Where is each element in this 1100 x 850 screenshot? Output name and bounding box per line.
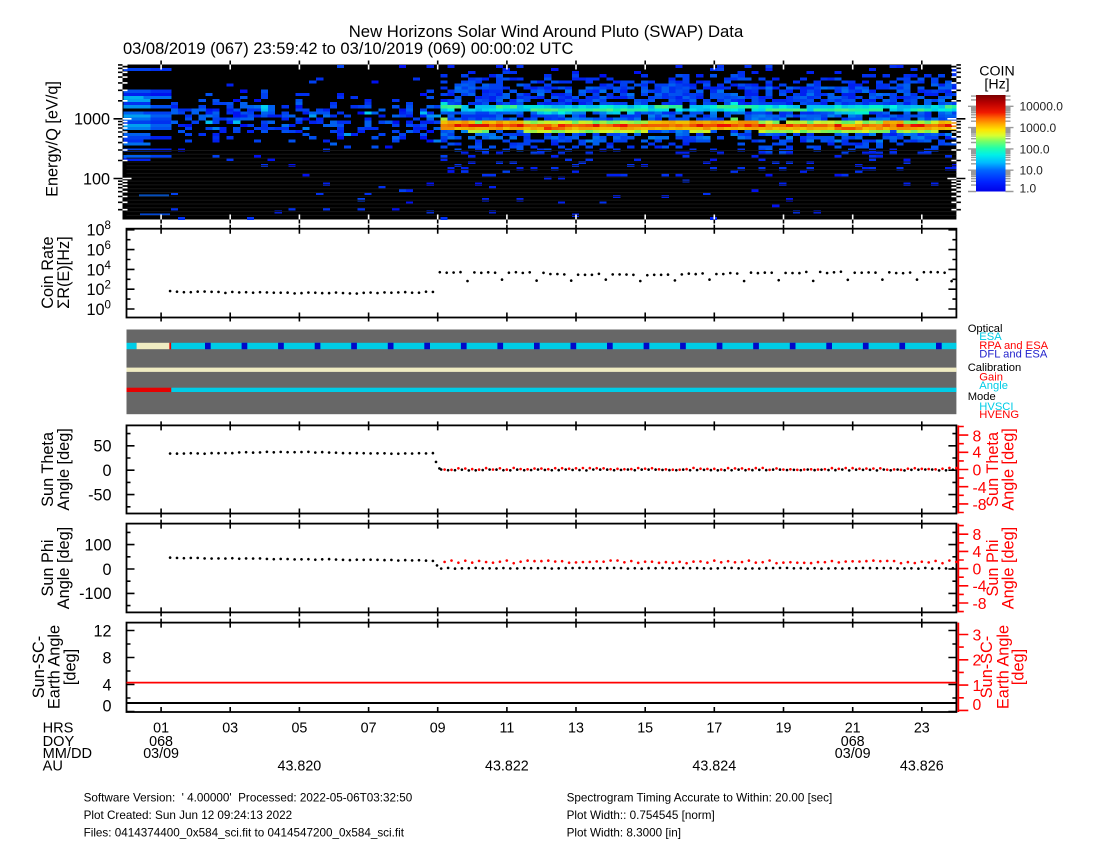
svg-text:COIN: COIN <box>979 64 1014 80</box>
svg-text:10000.0: 10000.0 <box>1020 100 1064 114</box>
svg-text:Files: 0414374400_0x584_sci.fi: Files: 0414374400_0x584_sci.fit to 04145… <box>84 826 405 839</box>
svg-text:4: 4 <box>102 676 111 694</box>
svg-text:1.0: 1.0 <box>1020 181 1037 195</box>
svg-text:[Hz]: [Hz] <box>984 77 1009 93</box>
svg-text:07: 07 <box>361 721 377 737</box>
svg-text:100: 100 <box>84 537 111 555</box>
svg-text:10.0: 10.0 <box>1020 164 1044 178</box>
svg-text:HVENG: HVENG <box>979 409 1019 421</box>
svg-text:05: 05 <box>291 721 307 737</box>
svg-text:-4: -4 <box>973 480 987 497</box>
svg-text:Mode: Mode <box>968 391 996 403</box>
svg-text:19: 19 <box>776 721 792 737</box>
svg-text:12: 12 <box>93 622 111 640</box>
svg-text:Angle [deg]: Angle [deg] <box>55 527 73 609</box>
svg-text:13: 13 <box>568 721 584 737</box>
svg-text:-8: -8 <box>973 497 987 514</box>
svg-text:[deg]: [deg] <box>1010 649 1028 685</box>
svg-text:0: 0 <box>973 462 982 479</box>
svg-text:09: 09 <box>430 721 446 737</box>
svg-text:0: 0 <box>102 462 111 480</box>
svg-text:2: 2 <box>973 652 982 669</box>
svg-text:43.826: 43.826 <box>900 758 944 774</box>
svg-text:03/09: 03/09 <box>143 746 179 762</box>
svg-text:-100: -100 <box>79 585 111 603</box>
svg-text:1000: 1000 <box>74 111 110 129</box>
svg-text:Sun Phi: Sun Phi <box>39 539 57 596</box>
svg-text:15: 15 <box>637 721 653 737</box>
svg-text:17: 17 <box>706 721 722 737</box>
svg-text:Sun Theta: Sun Theta <box>39 431 57 507</box>
svg-text:Plot Width:: 0.754545 [norm]: Plot Width:: 0.754545 [norm] <box>567 809 715 822</box>
svg-text:Plot Width: 8.3000 [in]: Plot Width: 8.3000 [in] <box>567 826 681 839</box>
svg-text:068: 068 <box>841 734 865 750</box>
svg-text:Gain: Gain <box>979 372 1003 384</box>
svg-text:23: 23 <box>914 721 930 737</box>
svg-text:HRS: HRS <box>43 721 74 737</box>
svg-text:21: 21 <box>845 721 861 737</box>
svg-text:50: 50 <box>93 438 111 456</box>
svg-text:8: 8 <box>973 527 982 544</box>
svg-text:Calibration: Calibration <box>968 362 1021 374</box>
svg-text:0: 0 <box>102 697 111 715</box>
svg-text:43.820: 43.820 <box>278 758 322 774</box>
svg-text:068: 068 <box>149 734 173 750</box>
svg-text:DOY: DOY <box>43 734 75 750</box>
svg-text:3: 3 <box>973 627 982 644</box>
svg-text:Sun Theta: Sun Theta <box>984 431 1002 507</box>
svg-text:Angle [deg]: Angle [deg] <box>1000 428 1018 510</box>
svg-text:03: 03 <box>222 721 238 737</box>
svg-text:AU: AU <box>43 758 63 774</box>
svg-text:Angle: Angle <box>979 380 1008 392</box>
svg-text:43.824: 43.824 <box>692 758 736 774</box>
svg-text:03/08/2019 (067) 23:59:42 to 0: 03/08/2019 (067) 23:59:42 to 03/10/2019 … <box>123 40 573 58</box>
svg-text:0: 0 <box>973 697 982 714</box>
svg-text:Angle [deg]: Angle [deg] <box>55 428 73 510</box>
svg-text:ΣR(E)[Hz]: ΣR(E)[Hz] <box>55 236 73 308</box>
svg-text:Sun Phi: Sun Phi <box>984 539 1002 596</box>
svg-text:HVSCI: HVSCI <box>979 401 1013 413</box>
svg-text:RPA and ESA: RPA and ESA <box>979 340 1048 352</box>
svg-text:0: 0 <box>102 561 111 579</box>
svg-text:4: 4 <box>973 544 982 561</box>
svg-text:Energy/Q [eV/q]: Energy/Q [eV/q] <box>44 81 62 197</box>
svg-text:[deg]: [deg] <box>62 649 80 685</box>
svg-text:Software Version: ' 4.00000': Software Version: ' 4.00000' Processed: … <box>84 792 413 805</box>
svg-text:Sun-SC-: Sun-SC- <box>978 636 996 698</box>
svg-text:1: 1 <box>973 678 982 695</box>
svg-text:Spectrogram Timing Accurate to: Spectrogram Timing Accurate to Within: 2… <box>567 792 833 805</box>
svg-text:1000.0: 1000.0 <box>1020 121 1057 135</box>
svg-text:-4: -4 <box>973 579 987 596</box>
svg-text:4: 4 <box>973 445 982 462</box>
svg-text:-50: -50 <box>88 486 111 504</box>
svg-text:Earth Angle: Earth Angle <box>995 625 1013 709</box>
svg-text:Angle [deg]: Angle [deg] <box>1000 527 1018 609</box>
svg-text:01: 01 <box>153 721 169 737</box>
svg-text:DFL and ESA: DFL and ESA <box>979 348 1048 360</box>
svg-text:Optical: Optical <box>968 323 1003 335</box>
svg-text:Earth Angle: Earth Angle <box>46 625 64 709</box>
svg-text:03/09: 03/09 <box>835 746 871 762</box>
svg-text:100.0: 100.0 <box>1020 142 1050 156</box>
svg-text:MM/DD: MM/DD <box>43 746 92 762</box>
svg-text:11: 11 <box>499 721 514 737</box>
svg-text:Coin Rate: Coin Rate <box>39 236 57 308</box>
svg-text:43.822: 43.822 <box>485 758 529 774</box>
svg-text:0: 0 <box>973 561 982 578</box>
svg-text:100: 100 <box>83 170 110 188</box>
svg-text:Sun-SC-: Sun-SC- <box>30 636 48 698</box>
svg-text:8: 8 <box>973 428 982 445</box>
svg-text:8: 8 <box>102 649 111 667</box>
svg-text:ESA: ESA <box>979 331 1002 343</box>
svg-text:New Horizons Solar Wind Around: New Horizons Solar Wind Around Pluto (SW… <box>349 22 744 41</box>
svg-text:Plot Created: Sun Jun 12 09:24: Plot Created: Sun Jun 12 09:24:13 2022 <box>84 809 293 822</box>
svg-text:-8: -8 <box>973 596 987 613</box>
